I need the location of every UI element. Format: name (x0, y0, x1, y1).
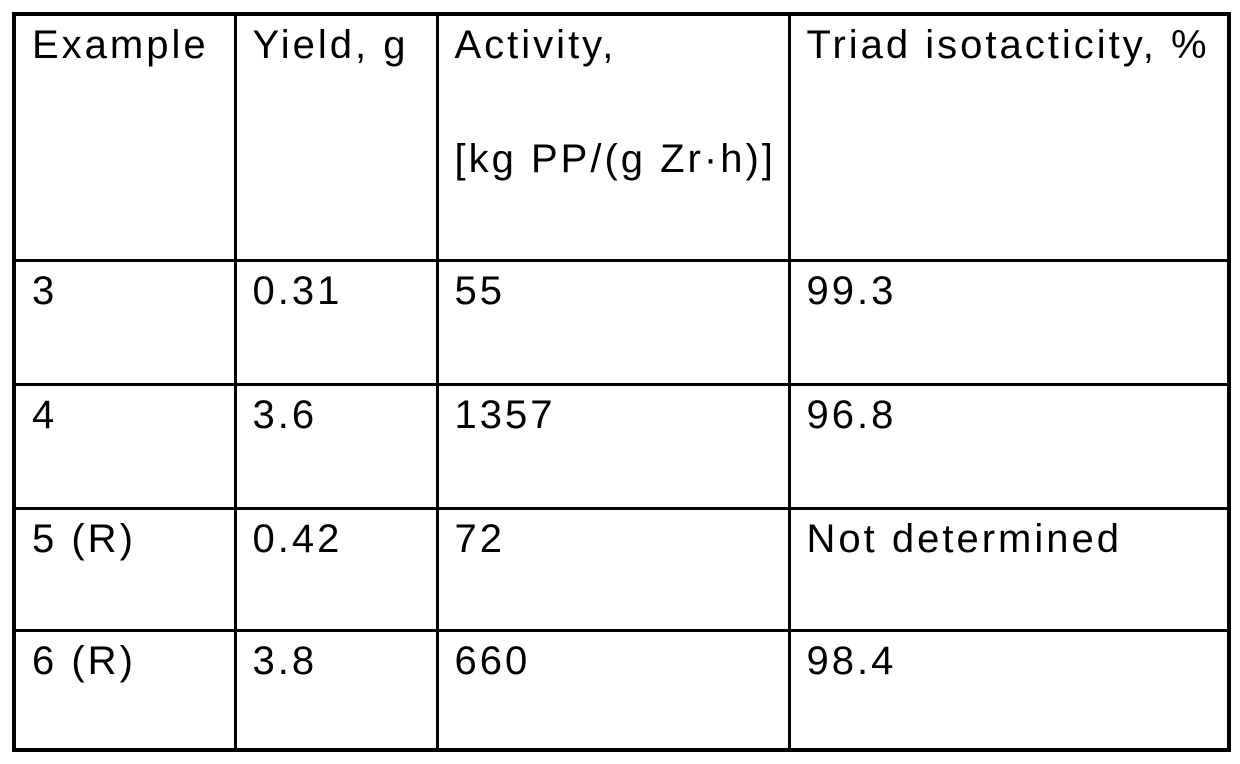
activity-header-units: [kg PP/(g Zr·h)] (454, 137, 776, 181)
column-header-isotacticity: Triad isotacticity, % (787, 12, 1231, 262)
cell-example: 6 (R) (12, 628, 237, 752)
cell-yield: 3.8 (233, 628, 439, 752)
cell-isotacticity: Not determined (787, 506, 1231, 632)
cell-activity: 660 (435, 628, 791, 752)
cell-isotacticity: 99.3 (787, 258, 1231, 386)
cell-isotacticity: 98.4 (787, 628, 1231, 752)
activity-header-label: Activity, (454, 23, 617, 67)
column-header-example: Example (12, 12, 237, 262)
table-row: 4 3.6 1357 96.8 (12, 382, 1231, 510)
cell-example: 3 (12, 258, 237, 386)
column-header-activity: Activity, [kg PP/(g Zr·h)] (435, 12, 791, 262)
cell-activity: 1357 (435, 382, 791, 510)
cell-activity: 72 (435, 506, 791, 632)
cell-example: 4 (12, 382, 237, 510)
cell-yield: 0.42 (233, 506, 439, 632)
cell-isotacticity: 96.8 (787, 382, 1231, 510)
table-row: 3 0.31 55 99.3 (12, 258, 1231, 386)
polymerization-results-table: Example Yield, g Activity, [kg PP/(g Zr·… (12, 12, 1231, 752)
column-header-yield: Yield, g (233, 12, 439, 262)
cell-yield: 0.31 (233, 258, 439, 386)
cell-example: 5 (R) (12, 506, 237, 632)
table-row: 5 (R) 0.42 72 Not determined (12, 506, 1231, 632)
cell-yield: 3.6 (233, 382, 439, 510)
table-row: 6 (R) 3.8 660 98.4 (12, 628, 1231, 752)
cell-activity: 55 (435, 258, 791, 386)
table-header-row: Example Yield, g Activity, [kg PP/(g Zr·… (12, 12, 1231, 262)
